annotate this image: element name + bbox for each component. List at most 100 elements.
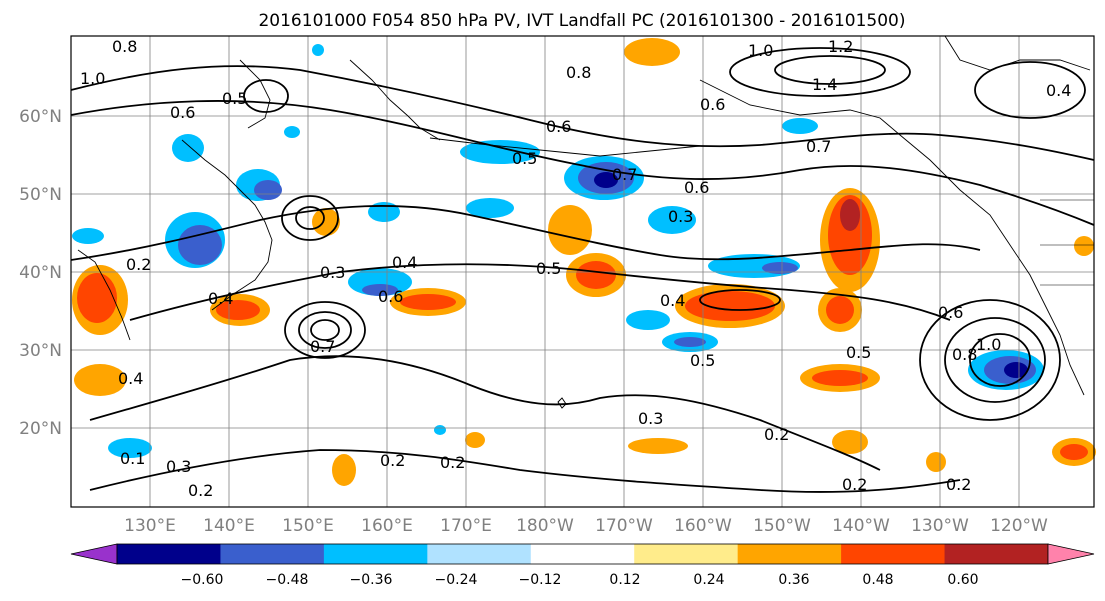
longitude-labels: 130°E 140°E 150°E 160°E 170°E 180°W 170°…	[124, 516, 1048, 536]
colorbar-segment	[737, 544, 842, 564]
lon-label: 130°W	[911, 516, 969, 536]
colorbar-ticks: −0.60 −0.48 −0.36 −0.24 −0.12 0.12 0.24 …	[181, 572, 979, 588]
pos-anomaly	[465, 432, 485, 448]
colorbar: −0.60 −0.48 −0.36 −0.24 −0.12 0.12 0.24 …	[70, 543, 1095, 588]
colorbar-segments	[116, 543, 1049, 565]
colorbar-tick-label: 0.60	[947, 572, 978, 588]
neg-anomaly	[108, 438, 152, 458]
colorbar-tick-label: −0.36	[350, 572, 393, 588]
contour-label: 0.4	[208, 289, 233, 308]
pos-anomaly	[77, 273, 117, 323]
contour-label: 0.5	[512, 149, 537, 168]
pv-contour-line	[89, 449, 961, 493]
contour-label: 1.0	[80, 69, 105, 88]
contour-label: 0.2	[440, 453, 465, 472]
pos-anomaly	[216, 300, 260, 320]
pv-contour-line	[89, 355, 881, 471]
pv-contour-closed	[919, 299, 1061, 421]
neg-anomaly	[460, 140, 540, 164]
contour-label: 0.6	[938, 303, 963, 322]
colorbar-tick-label: 0.48	[862, 572, 893, 588]
coastline-japan	[181, 139, 273, 311]
lon-label: 170°W	[595, 516, 653, 536]
colorbar-segment	[841, 544, 946, 564]
pos-anomaly	[624, 38, 680, 66]
colorbar-tick-label: 0.24	[693, 572, 724, 588]
lon-label: 180°W	[516, 516, 574, 536]
lat-label: 30°N	[19, 341, 62, 361]
pv-contour-closed	[298, 311, 352, 349]
contour-label: 0.6	[700, 95, 725, 114]
contour-label: 0.7	[806, 137, 831, 156]
colorbar-tick-label: −0.24	[435, 572, 478, 588]
pos-anomaly	[840, 199, 860, 231]
pv-contour-closed	[969, 333, 1031, 387]
neg-anomaly	[178, 225, 222, 265]
neg-anomaly	[72, 228, 104, 244]
pv-contours	[70, 47, 1095, 493]
pv-contour-closed	[295, 206, 325, 230]
latitude-labels: 60°N 50°N 40°N 30°N 20°N	[19, 107, 62, 439]
neg-anomaly	[782, 118, 818, 134]
pos-anomaly	[812, 370, 868, 386]
lon-label: 170°E	[440, 516, 492, 536]
colorbar-segment	[530, 544, 635, 564]
pv-contour-line	[70, 205, 981, 261]
lon-label: 160°E	[361, 516, 413, 536]
contour-label: 1.4	[812, 75, 837, 94]
neg-anomaly	[434, 425, 446, 435]
contour-label: 0.2	[380, 451, 405, 470]
pv-contour-line	[70, 100, 1095, 226]
contour-label: 0.4	[660, 291, 685, 310]
colorbar-tick-label: 0.36	[778, 572, 809, 588]
state-borders	[1040, 199, 1094, 286]
pv-contour-closed	[284, 301, 366, 359]
colorbar-segment	[427, 544, 532, 564]
contour-label: 1.2	[828, 37, 853, 56]
contour-label: 0.6	[684, 178, 709, 197]
pos-anomaly	[926, 452, 946, 472]
contour-labels: 0.8 1.0 0.5 0.6 0.8 1.0 1.2 1.4 0.4 0.6 …	[80, 37, 1071, 500]
contour-label: 0.2	[126, 255, 151, 274]
neg-anomaly	[626, 310, 670, 330]
contour-label: 1.0	[748, 41, 773, 60]
neg-anomaly	[648, 206, 696, 234]
pos-anomaly	[628, 438, 688, 454]
pv-contour-closed	[243, 79, 289, 113]
neg-anomaly	[172, 134, 204, 162]
contour-label: 0.5	[690, 351, 715, 370]
colorbar-segment	[220, 544, 325, 564]
contour-label: 0.2	[764, 425, 789, 444]
colorbar-segment	[117, 544, 221, 564]
pos-anomaly	[826, 296, 854, 324]
pos-anomaly	[1060, 444, 1088, 460]
pv-contour-closed	[281, 195, 339, 241]
pos-anomaly	[1074, 236, 1094, 256]
lon-label: 140°W	[832, 516, 890, 536]
colorbar-segment	[323, 544, 428, 564]
lat-label: 60°N	[19, 107, 62, 127]
neg-anomaly	[312, 44, 324, 56]
neg-anomaly	[362, 284, 398, 296]
pv-contour-closed	[974, 61, 1086, 119]
contour-label: 0.3	[320, 263, 345, 282]
colorbar-extend-low	[70, 543, 118, 565]
contour-label: 0.6	[170, 103, 195, 122]
pv-contour-closed	[699, 289, 781, 311]
coastline-sakhalin	[239, 59, 271, 129]
contour-label: 0.4	[1046, 81, 1071, 100]
pos-anomaly	[548, 205, 592, 255]
contour-label: 0.5	[536, 259, 561, 278]
pos-anomaly	[685, 291, 775, 321]
contour-label: 0.8	[566, 63, 591, 82]
contour-label: 0.3	[166, 457, 191, 476]
contour-label: 0.8	[952, 345, 977, 364]
pos-anomaly	[400, 294, 456, 310]
neg-anomaly	[284, 126, 300, 138]
contour-label: 0.3	[638, 409, 663, 428]
pos-anomaly	[832, 430, 868, 454]
colorbar-segment	[634, 544, 739, 564]
pv-contour-closed	[729, 47, 911, 97]
colorbar-tick-label: 0.12	[609, 572, 640, 588]
contour-label: 1.0	[976, 335, 1001, 354]
